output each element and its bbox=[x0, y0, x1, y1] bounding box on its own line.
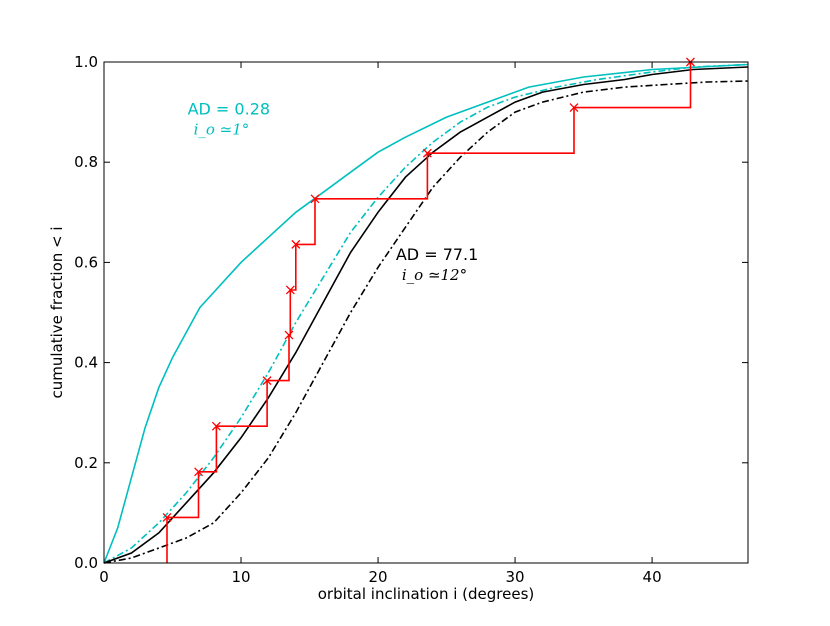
x-tick-label: 10 bbox=[231, 568, 250, 586]
annotation-ad-0: AD = 0.28 bbox=[188, 100, 270, 119]
annotation-io-0: i_o ≃1° bbox=[194, 121, 250, 139]
observed-marker-stroke bbox=[262, 376, 272, 386]
y-tick-label: 0.2 bbox=[74, 454, 98, 472]
observed-marker-stroke bbox=[211, 421, 221, 431]
observed-step-line bbox=[166, 62, 692, 563]
observed-point-0 bbox=[162, 512, 172, 522]
observed-layer bbox=[162, 57, 695, 563]
observed-marker-stroke bbox=[569, 103, 579, 113]
y-tick-label: 0.6 bbox=[74, 253, 98, 271]
observed-point-8 bbox=[422, 148, 432, 158]
observed-marker-stroke bbox=[194, 467, 204, 477]
series-line-3 bbox=[103, 80, 749, 564]
x-tick-label: 0 bbox=[99, 568, 109, 586]
y-tick-label: 1.0 bbox=[74, 53, 98, 71]
y-tick-label: 0.0 bbox=[74, 554, 98, 572]
x-tick-label: 20 bbox=[368, 568, 387, 586]
observed-point-1 bbox=[194, 467, 204, 477]
observed-marker-stroke bbox=[291, 239, 301, 249]
observed-marker-stroke bbox=[284, 330, 294, 340]
series-line-2 bbox=[103, 66, 749, 564]
series-layer bbox=[103, 63, 749, 564]
annotation-ad-1: AD = 77.1 bbox=[396, 245, 478, 264]
x-axis-label: orbital inclination i (degrees) bbox=[318, 585, 535, 603]
y-tick-label: 0.8 bbox=[74, 153, 98, 171]
y-tick-label: 0.4 bbox=[74, 354, 98, 372]
plot-frame bbox=[103, 61, 749, 564]
x-tick-label: 40 bbox=[643, 568, 662, 586]
observed-point-3 bbox=[262, 376, 272, 386]
observed-marker-stroke bbox=[285, 285, 295, 295]
observed-marker-stroke bbox=[422, 148, 432, 158]
observed-point-6 bbox=[291, 239, 301, 249]
observed-marker-stroke bbox=[162, 512, 172, 522]
observed-point-5 bbox=[285, 285, 295, 295]
observed-point-4 bbox=[284, 330, 294, 340]
annotation-io-1: i_o ≃12° bbox=[402, 266, 467, 284]
observed-point-2 bbox=[211, 421, 221, 431]
series-line-0 bbox=[103, 63, 749, 564]
observed-point-9 bbox=[569, 103, 579, 113]
ticks-layer: 0 10 20 30 40 0.0 0.2 0.4 0.6 0.8 1.0 bbox=[74, 53, 748, 586]
x-tick-label: 30 bbox=[506, 568, 525, 586]
observed-point-7 bbox=[310, 194, 320, 204]
observed-marker-stroke bbox=[310, 194, 320, 204]
annotation-layer: AD = 0.28 i_o ≃1° AD = 77.1 i_o ≃12° bbox=[188, 100, 479, 284]
y-axis-label: cumulative fraction < i bbox=[48, 226, 66, 398]
series-line-1 bbox=[103, 63, 749, 564]
